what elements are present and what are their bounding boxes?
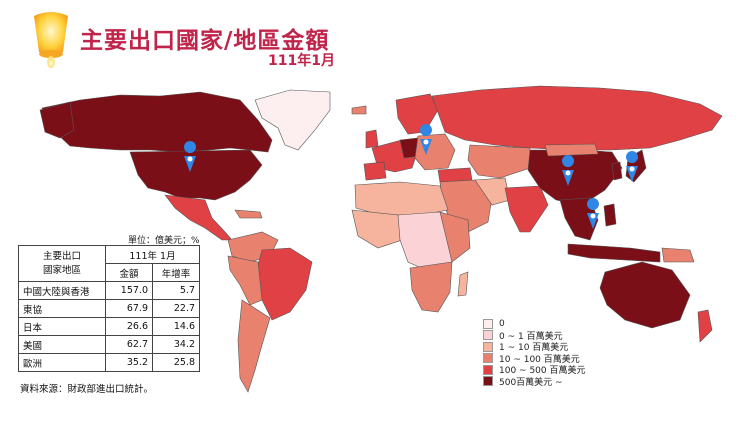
china-pin — [562, 155, 575, 186]
growth-cell: 34.2 — [152, 335, 200, 354]
east-africa-region — [439, 211, 471, 263]
region-cell: 日本 — [18, 317, 106, 336]
legend-item: 500百萬美元 ~ — [483, 376, 585, 388]
philippines-region — [603, 203, 617, 227]
legend-swatch — [483, 341, 493, 352]
madagascar-region — [457, 271, 469, 297]
sky-lantern-icon — [34, 12, 68, 68]
asean-pin — [587, 198, 600, 229]
region-cell: 美國 — [18, 335, 106, 354]
australia-region — [599, 261, 691, 329]
export-table: 主要出口 國家地區 111年 1月 金額 年增率 中國大陸與香港 157.0 5… — [18, 245, 200, 372]
legend-swatch — [483, 364, 493, 375]
header-period: 111年 1月 — [105, 245, 200, 264]
legend-swatch — [483, 318, 493, 329]
southern-africa-region — [409, 261, 453, 313]
region-cell: 中國大陸與香港 — [18, 281, 106, 300]
legend-item: 100 ~ 500 百萬美元 — [483, 364, 585, 376]
japan-pin — [626, 151, 639, 182]
header-growth: 年增率 — [152, 263, 200, 282]
chile-argentina-region — [237, 299, 271, 393]
growth-cell: 14.6 — [152, 317, 200, 336]
table-row: 美國 62.7 34.2 — [18, 335, 200, 354]
region-cell: 東協 — [18, 299, 106, 318]
amount-cell: 62.7 — [105, 335, 153, 354]
legend-swatch — [483, 376, 493, 387]
legend-item: 0 — [483, 318, 585, 330]
new-guinea-region — [661, 247, 695, 263]
header-amount: 金額 — [105, 263, 153, 282]
west-africa-region — [351, 209, 403, 249]
russia-region — [431, 85, 723, 151]
amount-cell: 26.6 — [105, 317, 153, 336]
iceland-region — [351, 105, 367, 115]
usa-pin — [184, 141, 197, 172]
spain-region — [363, 161, 387, 181]
page-title: 主要出口國家/地區金額 — [80, 28, 330, 54]
canada-region — [41, 91, 273, 153]
legend-swatch — [483, 353, 493, 364]
scandinavia-region — [395, 93, 439, 135]
amount-cell: 67.9 — [105, 299, 153, 318]
alaska-region — [39, 101, 75, 139]
brazil-region — [254, 247, 313, 321]
usa-region — [129, 149, 263, 201]
amount-cell: 157.0 — [105, 281, 153, 300]
new-zealand-region — [697, 309, 713, 343]
region-cell: 歐洲 — [18, 353, 106, 372]
greenland-region — [254, 89, 331, 151]
korea-region — [611, 161, 623, 181]
legend-item: 10 ~ 100 百萬美元 — [483, 353, 585, 365]
indonesia-region — [567, 243, 661, 263]
growth-cell: 5.7 — [152, 281, 200, 300]
page-subtitle: 111年1月 — [268, 53, 335, 69]
europe-pin — [420, 124, 433, 155]
turkey-region — [437, 167, 473, 183]
unit-note: 單位：億美元；% — [128, 236, 200, 246]
southeast-asia-region — [559, 197, 599, 241]
map-legend: 0 0 ~ 1 百萬美元 1 ~ 10 百萬美元 10 ~ 100 百萬美元 1… — [483, 318, 585, 388]
central-asia-region — [467, 144, 531, 179]
growth-cell: 25.8 — [152, 353, 200, 372]
table-row: 中國大陸與香港 157.0 5.7 — [18, 281, 200, 300]
table-row: 歐洲 35.2 25.8 — [18, 353, 200, 372]
india-region — [504, 185, 549, 233]
legend-item: 0 ~ 1 百萬美元 — [483, 330, 585, 342]
mongolia-region — [544, 143, 599, 157]
table-row: 日本 26.6 14.6 — [18, 317, 200, 336]
north-africa-region — [354, 181, 449, 216]
growth-cell: 22.7 — [152, 299, 200, 318]
amount-cell: 35.2 — [105, 353, 153, 372]
caribbean-region — [234, 209, 263, 219]
header-region: 主要出口 國家地區 — [18, 245, 106, 282]
peru-bolivia-region — [227, 255, 263, 306]
legend-item: 1 ~ 10 百萬美元 — [483, 341, 585, 353]
table-row: 東協 67.9 22.7 — [18, 299, 200, 318]
legend-swatch — [483, 330, 493, 341]
mexico-region — [164, 194, 233, 241]
uk-region — [365, 129, 379, 149]
source-note: 資料來源：財政部進出口統計。 — [20, 384, 154, 395]
